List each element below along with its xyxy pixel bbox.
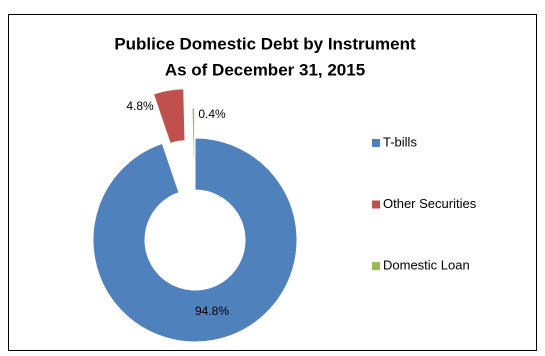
legend-label: T-bills [383,134,417,149]
legend-label: Other Securities [383,196,477,211]
data-label: 4.8% [126,99,154,113]
legend-swatch [372,139,380,147]
data-label: 94.8% [195,304,229,318]
data-label: 0.4% [198,107,226,121]
pie-slice [92,137,298,343]
pie-slice [152,88,186,145]
chart-subtitle: As of December 31, 2015 [165,60,365,79]
legend-swatch [372,262,380,270]
pie-slice [191,107,196,161]
chart-title: Publice Domestic Debt by Instrument [114,34,416,53]
legend-swatch [372,200,380,209]
legend-label: Domestic Loan [383,257,470,272]
